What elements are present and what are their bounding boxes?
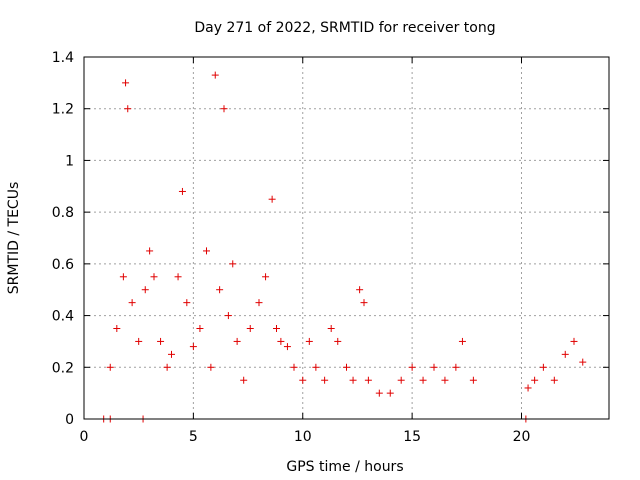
data-point	[141, 286, 149, 294]
data-point	[146, 247, 154, 255]
data-point	[524, 384, 532, 392]
data-point	[178, 187, 186, 195]
data-point	[327, 325, 335, 332]
data-point	[168, 350, 175, 358]
data-point	[539, 363, 547, 371]
data-point	[458, 337, 466, 345]
data-point	[277, 337, 285, 345]
y-axis-label: SRMTID / TECUs	[6, 182, 22, 295]
data-point	[299, 376, 307, 384]
x-tick-label: 0	[80, 429, 89, 445]
data-point	[207, 363, 215, 371]
data-point	[561, 350, 569, 358]
data-point	[531, 376, 539, 384]
data-point	[196, 325, 204, 332]
axis-ticks: 0 0.2 0.4 0.6 0.8 1 1.2 1.4 0 5 10 15 20	[52, 50, 609, 445]
data-point	[349, 376, 357, 384]
y-tick-label: 1.2	[52, 102, 74, 118]
data-point	[183, 299, 191, 307]
data-point	[321, 376, 329, 384]
data-point	[128, 299, 136, 307]
x-axis-label: GPS time / hours	[286, 459, 403, 475]
data-point	[419, 376, 427, 384]
data-point	[113, 325, 121, 332]
data-point	[240, 376, 248, 384]
data-point	[255, 299, 263, 307]
grid	[84, 57, 609, 419]
data-point	[579, 358, 587, 366]
data-point	[360, 299, 368, 307]
data-point	[122, 79, 130, 87]
data-point	[441, 376, 449, 384]
x-tick-label: 10	[294, 429, 312, 445]
data-point	[211, 71, 219, 79]
y-tick-label: 0.4	[52, 309, 74, 325]
data-point	[157, 337, 165, 345]
data-point	[408, 363, 416, 371]
data-point	[233, 337, 241, 345]
plot-frame	[83, 56, 610, 420]
data-point	[189, 343, 197, 351]
data-point	[305, 337, 313, 345]
data-point	[124, 105, 132, 113]
data-point	[334, 337, 342, 345]
data-point	[430, 363, 438, 371]
data-point	[268, 195, 276, 203]
data-point	[386, 389, 394, 397]
y-tick-label: 0.2	[52, 360, 74, 376]
data-point	[550, 376, 558, 384]
data-point	[224, 312, 232, 320]
data-point	[106, 363, 114, 371]
data-point	[174, 273, 182, 281]
data-point	[220, 105, 228, 113]
data-point	[203, 247, 210, 255]
data-point	[135, 337, 143, 345]
x-tick-label: 15	[403, 429, 421, 445]
x-tick-label: 5	[189, 429, 198, 445]
data-point	[570, 337, 578, 345]
y-tick-label: 0.8	[52, 205, 74, 221]
data-point	[283, 343, 291, 351]
data-point	[364, 376, 372, 384]
data-point	[262, 273, 270, 281]
data-point	[229, 260, 237, 268]
data-point	[246, 325, 254, 332]
data-point	[119, 273, 127, 281]
data-point	[273, 325, 280, 332]
data-point	[290, 363, 298, 371]
chart-title: Day 271 of 2022, SRMTID for receiver ton…	[194, 20, 495, 36]
y-tick-label: 0	[65, 412, 74, 428]
data-point	[216, 286, 224, 294]
data-point	[356, 286, 364, 294]
data-point	[452, 363, 460, 371]
data-point	[343, 363, 350, 371]
x-tick-label: 20	[513, 429, 531, 445]
data-point	[469, 376, 477, 384]
y-tick-label: 1	[65, 153, 74, 169]
data-point	[375, 389, 383, 397]
y-tick-label: 1.4	[52, 50, 74, 66]
data-point	[163, 363, 171, 371]
data-point	[150, 273, 158, 281]
data-point	[312, 363, 320, 371]
data-point	[397, 376, 405, 384]
y-tick-label: 0.6	[52, 257, 74, 273]
